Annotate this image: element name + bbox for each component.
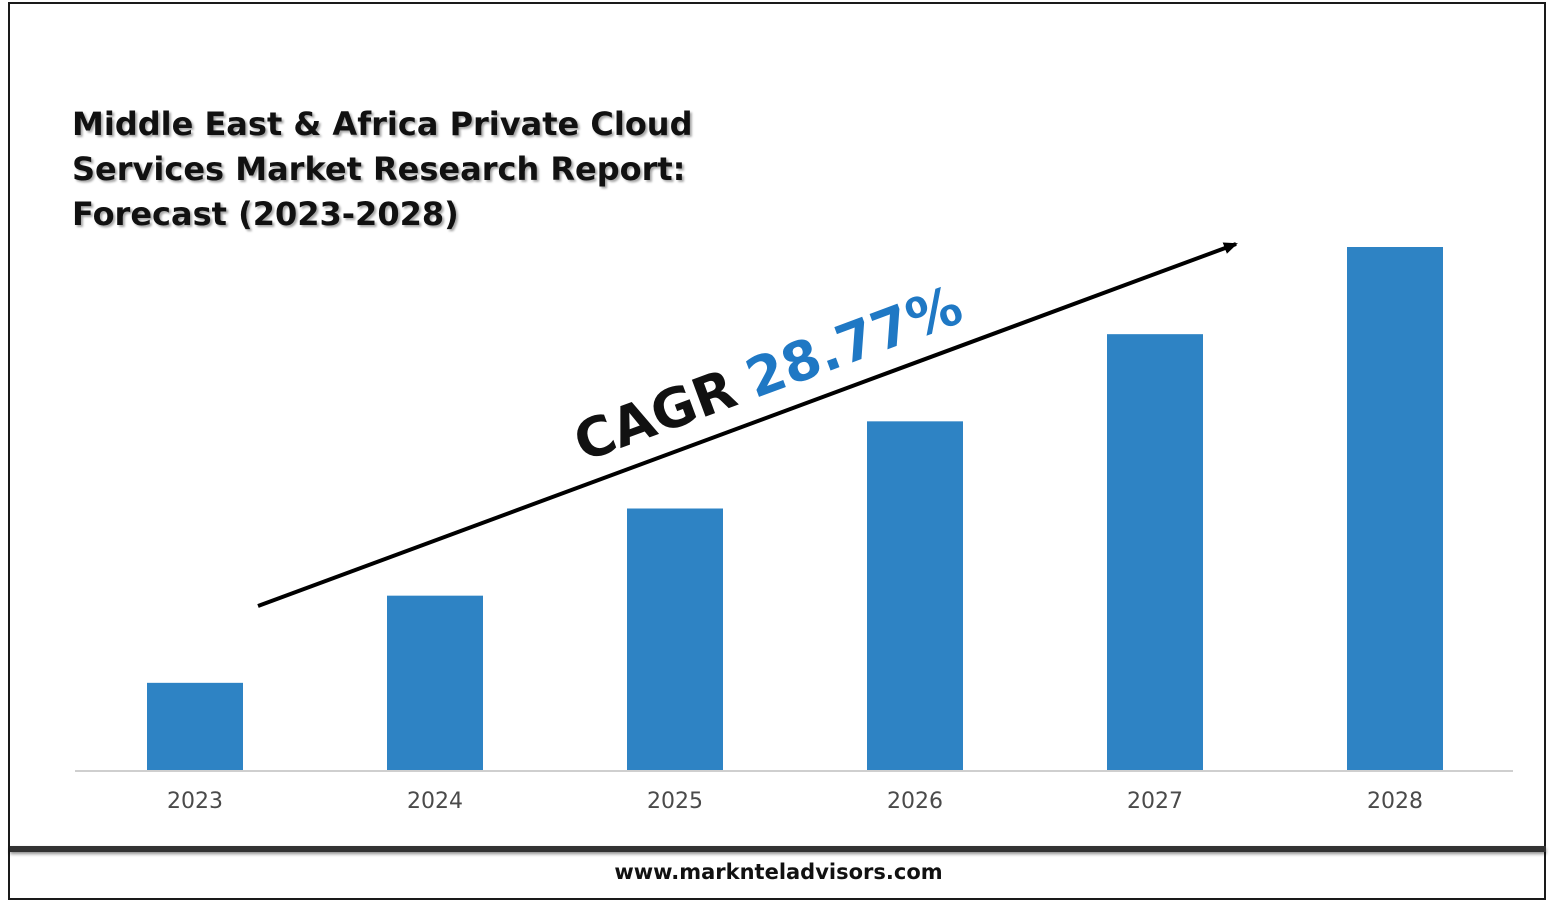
cagr-value: 28.77%	[738, 273, 971, 410]
x-tick-label-2028: 2028	[1367, 789, 1423, 814]
bar-2027	[1107, 334, 1203, 770]
footer-website-link[interactable]: www.marknteladvisors.com	[614, 860, 943, 884]
x-tick-label-2027: 2027	[1127, 789, 1183, 814]
chart-frame	[8, 2, 1546, 900]
x-tick-label-2024: 2024	[407, 789, 463, 814]
bar-2026	[867, 421, 963, 770]
chart-title: Middle East & Africa Private Cloud Servi…	[72, 105, 693, 233]
cagr-arrow	[257, 242, 1238, 608]
x-tick-label-2023: 2023	[167, 789, 223, 814]
footer-divider	[10, 846, 1546, 852]
x-tick-label-2025: 2025	[647, 789, 703, 814]
x-tick-label-2026: 2026	[887, 789, 943, 814]
bar-2024	[387, 595, 483, 770]
x-tick-labels: 2023 2024 2025 2026 2027 2028	[167, 789, 1423, 814]
bars-group	[147, 247, 1443, 770]
bar-2023	[147, 682, 243, 770]
cagr-prefix: CAGR	[566, 357, 745, 474]
bar-2025	[627, 508, 723, 770]
bar-2028	[1347, 247, 1443, 770]
